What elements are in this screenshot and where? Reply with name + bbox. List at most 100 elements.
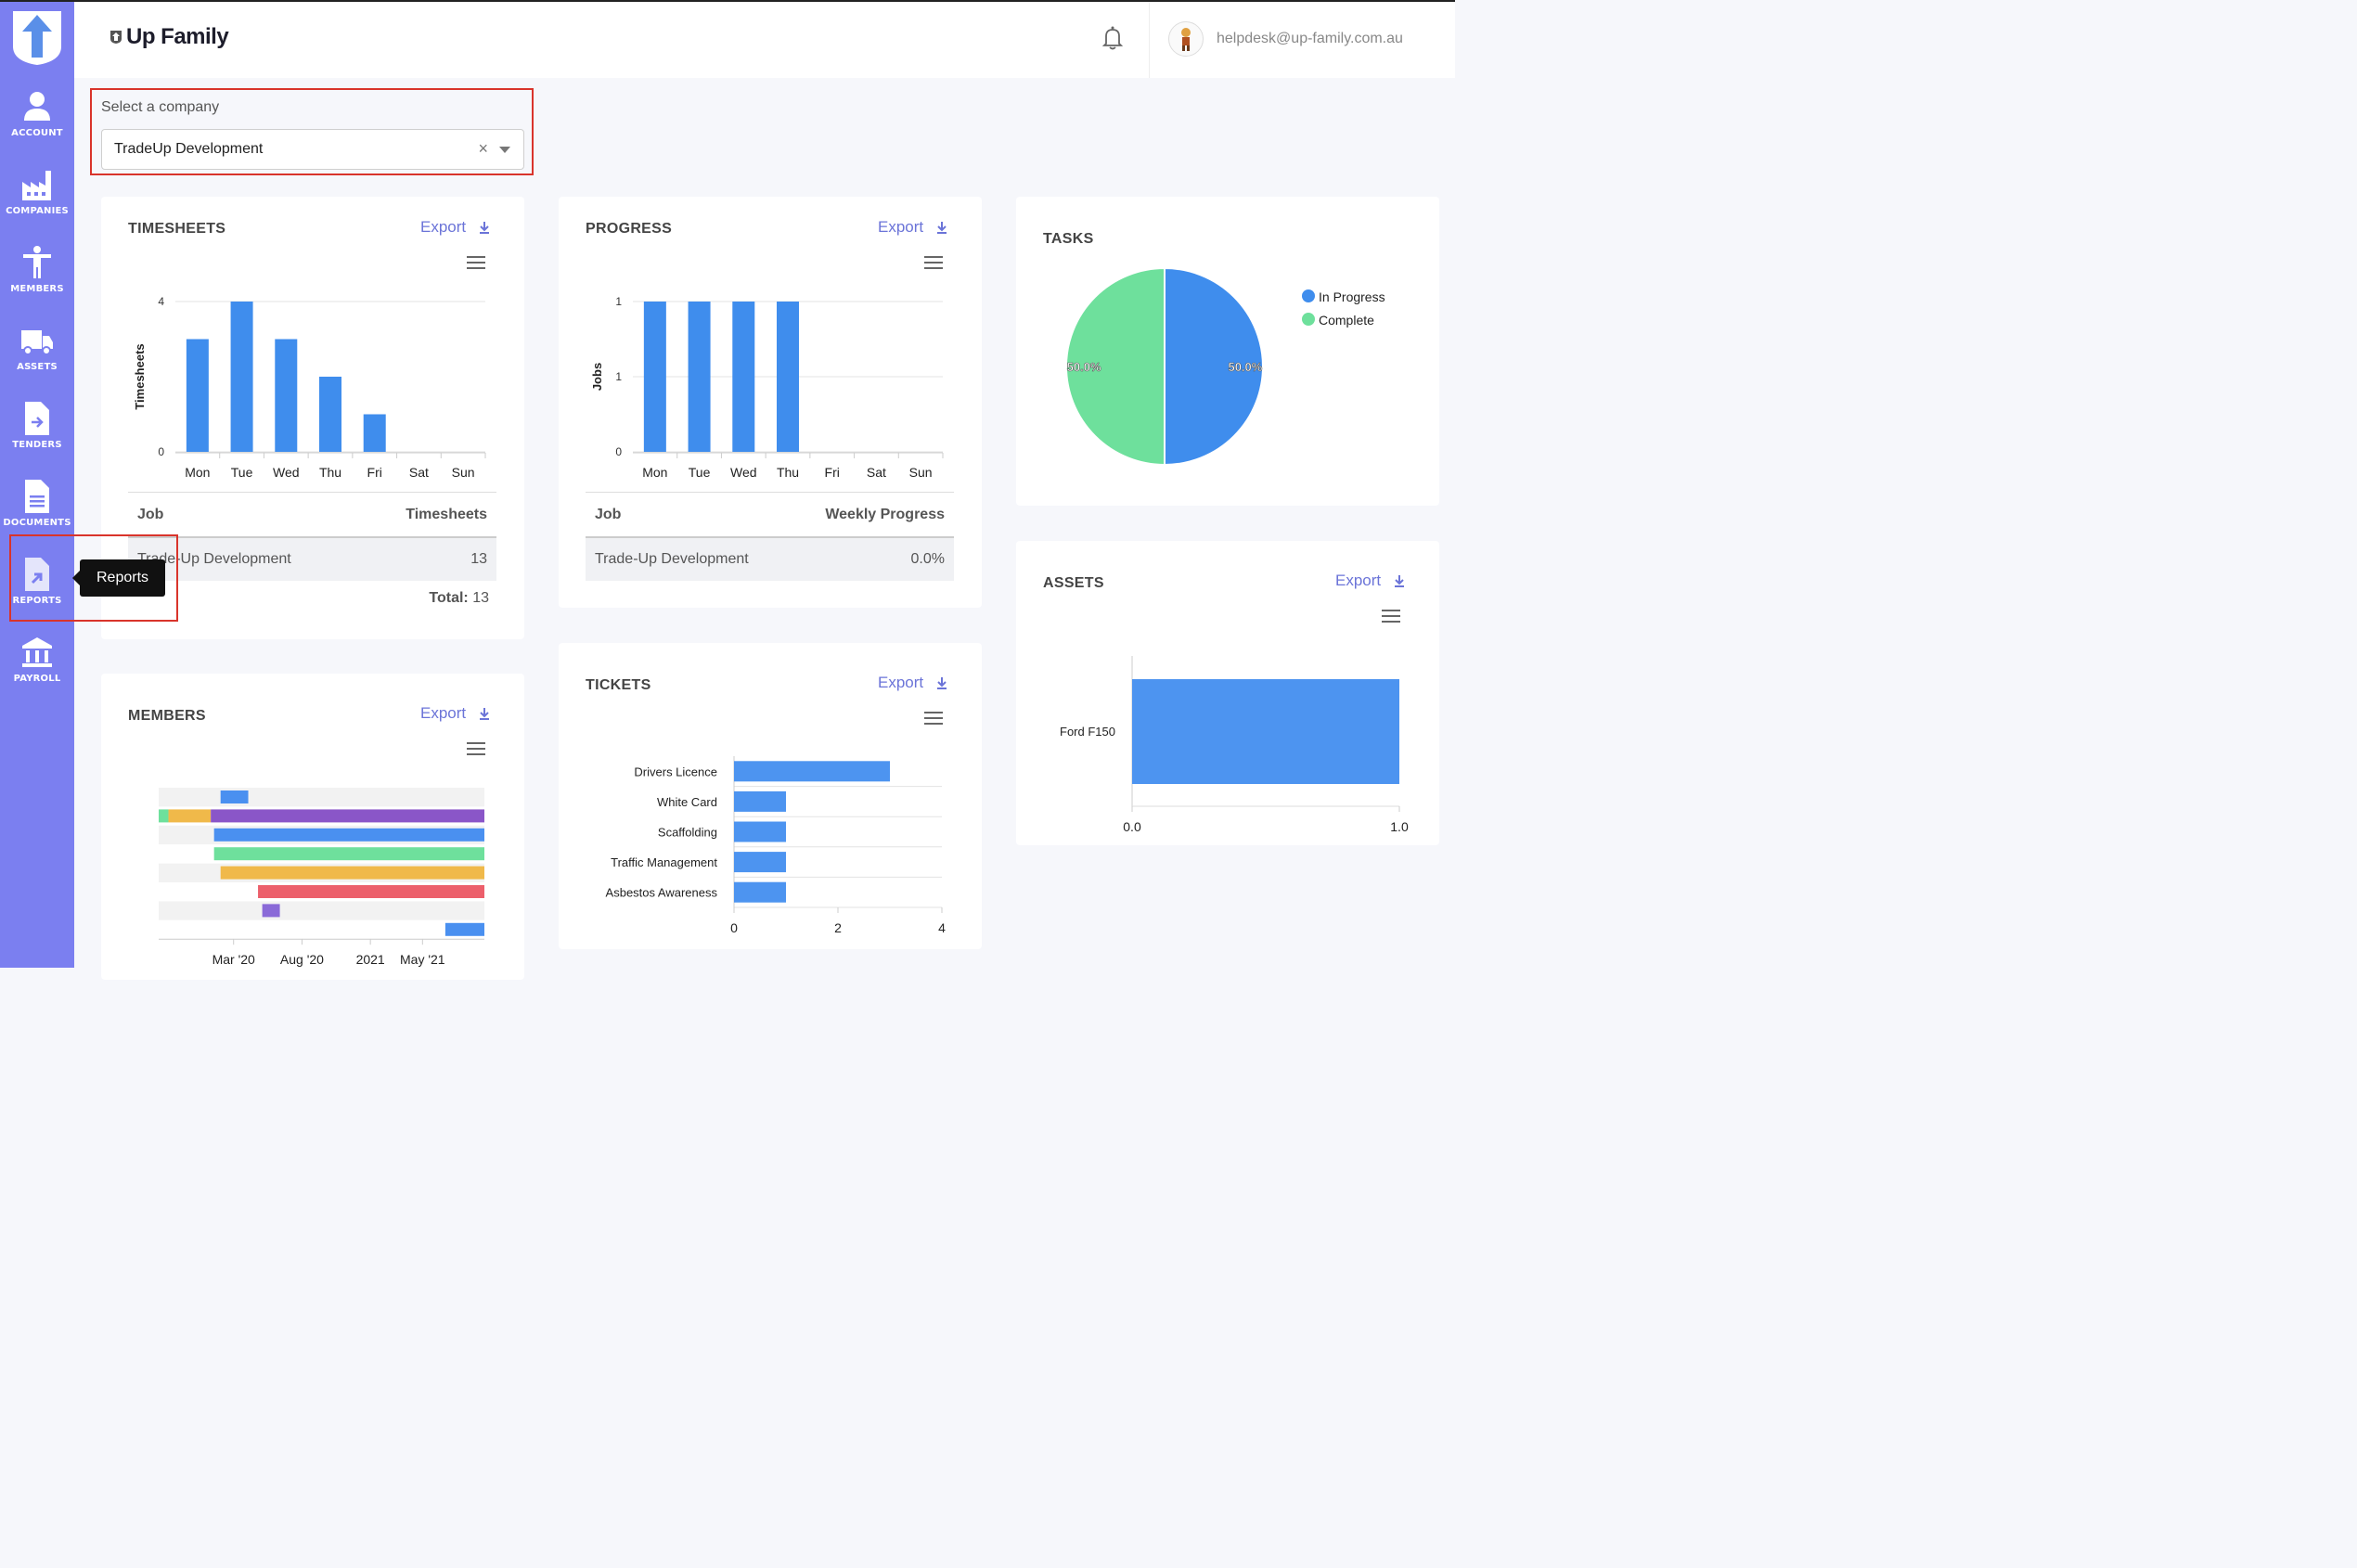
person-icon xyxy=(23,246,51,278)
timesheets-card: TIMESHEETS Export 0 4 Timesheets Mon Tue Wed T… xyxy=(101,197,524,639)
nav-tenders[interactable]: TENDERS xyxy=(0,395,74,469)
user-email: helpdesk@up-family.com.au xyxy=(1217,31,1403,46)
bell-icon[interactable] xyxy=(1099,24,1127,52)
download-icon xyxy=(937,222,947,234)
col-timesheets: Timesheets xyxy=(406,507,487,522)
gantt-bar xyxy=(220,790,249,803)
table-row: Trade-Up Development 13 xyxy=(128,538,496,581)
export-label: Export xyxy=(878,674,924,691)
y-tick-label: Drivers Licence xyxy=(634,765,717,778)
progress-card: PROGRESS Export 0 1 1 Jobs Mon Tue Wed Thu Fri Sa… xyxy=(559,197,982,608)
x-tick-label: 1.0 xyxy=(1390,819,1409,834)
sidebar: ACCOUNT COMPANIES MEMBERS ASSETS TENDERS… xyxy=(0,0,74,968)
gantt-row-bg xyxy=(159,901,484,920)
download-icon xyxy=(480,222,490,234)
hamburger-menu-icon[interactable] xyxy=(467,742,485,755)
bar xyxy=(230,302,253,452)
hamburger-menu-icon[interactable] xyxy=(1382,610,1400,623)
progress-chart: 0 1 1 Jobs Mon Tue Wed Thu Fri Sat Sun xyxy=(590,295,944,480)
x-tick-label: Fri xyxy=(825,465,840,480)
y-tick-label: 4 xyxy=(158,295,164,308)
col-weekly-progress: Weekly Progress xyxy=(825,507,945,522)
nav-account[interactable]: ACCOUNT xyxy=(0,84,74,158)
row-value: 0.0% xyxy=(910,551,945,567)
bar xyxy=(319,377,341,452)
chevron-down-icon[interactable] xyxy=(499,147,510,153)
export-label: Export xyxy=(420,704,467,722)
tickets-chart: Drivers Licence White Card Scaffolding Traf… xyxy=(606,756,946,935)
download-icon xyxy=(1395,575,1405,587)
top-header: Up Family helpdesk@up-family.com.au xyxy=(74,0,1455,78)
download-icon xyxy=(480,708,490,720)
x-tick-label: Tue xyxy=(231,465,253,480)
bank-icon xyxy=(22,637,52,667)
y-tick-label: 0 xyxy=(158,445,164,458)
x-tick-label: Tue xyxy=(689,465,711,480)
nav-members-label: MEMBERS xyxy=(10,284,64,294)
report-icon xyxy=(25,558,49,591)
user-icon xyxy=(24,92,50,121)
legend-label: Complete xyxy=(1319,313,1374,328)
nav-documents[interactable]: DOCUMENTS xyxy=(0,473,74,547)
brand-shield-icon[interactable] xyxy=(11,9,63,67)
bar xyxy=(732,302,755,452)
reports-tooltip: Reports xyxy=(72,559,165,597)
gantt-bar xyxy=(211,809,484,823)
x-tick-label: Sat xyxy=(409,465,429,480)
company-value: TradeUp Development xyxy=(114,141,264,157)
progress-export-button[interactable]: Export xyxy=(878,218,947,237)
bar xyxy=(1132,679,1399,784)
x-tick-label: May '21 xyxy=(400,952,445,967)
x-tick-label: Fri xyxy=(367,465,382,480)
x-tick-label: Mon xyxy=(185,465,210,480)
x-tick-label: 2 xyxy=(834,920,842,935)
slice-label: 50.0% xyxy=(1067,360,1101,374)
hamburger-menu-icon[interactable] xyxy=(467,256,485,269)
bar xyxy=(734,821,786,842)
gantt-bar xyxy=(258,885,484,898)
y-axis-label: Jobs xyxy=(590,363,604,391)
user-menu[interactable]: helpdesk@up-family.com.au xyxy=(1149,0,1441,78)
table-row: Trade-Up Development 0.0% xyxy=(586,538,954,581)
nav-companies[interactable]: COMPANIES xyxy=(0,161,74,236)
brand-name: Up Family xyxy=(126,24,229,49)
company-select[interactable]: TradeUp Development × xyxy=(101,129,524,170)
logo-shield-icon xyxy=(110,31,122,44)
hamburger-menu-icon[interactable] xyxy=(924,712,943,725)
x-tick-label: Wed xyxy=(273,465,300,480)
export-label: Export xyxy=(1335,572,1382,589)
x-tick-label: Mar '20 xyxy=(213,952,255,967)
nav-reports[interactable]: REPORTS xyxy=(0,551,74,625)
nav-payroll[interactable]: PAYROLL xyxy=(0,629,74,703)
nav-companies-label: COMPANIES xyxy=(6,206,69,216)
x-tick-label: Mon xyxy=(642,465,667,480)
members-export-button[interactable]: Export xyxy=(420,704,490,723)
nav-reports-label: REPORTS xyxy=(12,596,62,606)
tasks-card: TASKS 50.0% 50.0% In Progress Complete xyxy=(1016,197,1439,506)
members-card: MEMBERS Export Mar '20 Aug '20 2021 May '21 xyxy=(101,674,524,980)
clear-icon[interactable]: × xyxy=(478,139,488,158)
gantt-bar xyxy=(220,866,484,880)
bar xyxy=(777,302,799,452)
slice-label: 50.0% xyxy=(1228,360,1262,374)
nav-members[interactable]: MEMBERS xyxy=(0,239,74,314)
export-label: Export xyxy=(878,218,924,236)
brand-logo[interactable]: Up Family xyxy=(109,24,229,50)
y-tick-label: 0 xyxy=(615,445,622,458)
row-job: Trade-Up Development xyxy=(595,551,749,567)
tasks-title: TASKS xyxy=(1043,231,1094,247)
gantt-bar xyxy=(262,904,280,918)
bar xyxy=(734,852,786,873)
assets-export-button[interactable]: Export xyxy=(1335,572,1405,590)
gantt-bar xyxy=(213,847,485,861)
x-tick-label: 2021 xyxy=(356,952,385,967)
tickets-card: TICKETS Export Drivers Licence White Card… xyxy=(559,643,982,949)
tickets-export-button[interactable]: Export xyxy=(878,674,947,692)
x-tick-label: Sun xyxy=(452,465,475,480)
hamburger-menu-icon[interactable] xyxy=(924,256,943,269)
x-tick-label: Thu xyxy=(319,465,341,480)
timesheets-export-button[interactable]: Export xyxy=(420,218,490,237)
timesheets-title: TIMESHEETS xyxy=(128,221,226,237)
nav-assets[interactable]: ASSETS xyxy=(0,317,74,392)
x-tick-label: 0 xyxy=(730,920,738,935)
